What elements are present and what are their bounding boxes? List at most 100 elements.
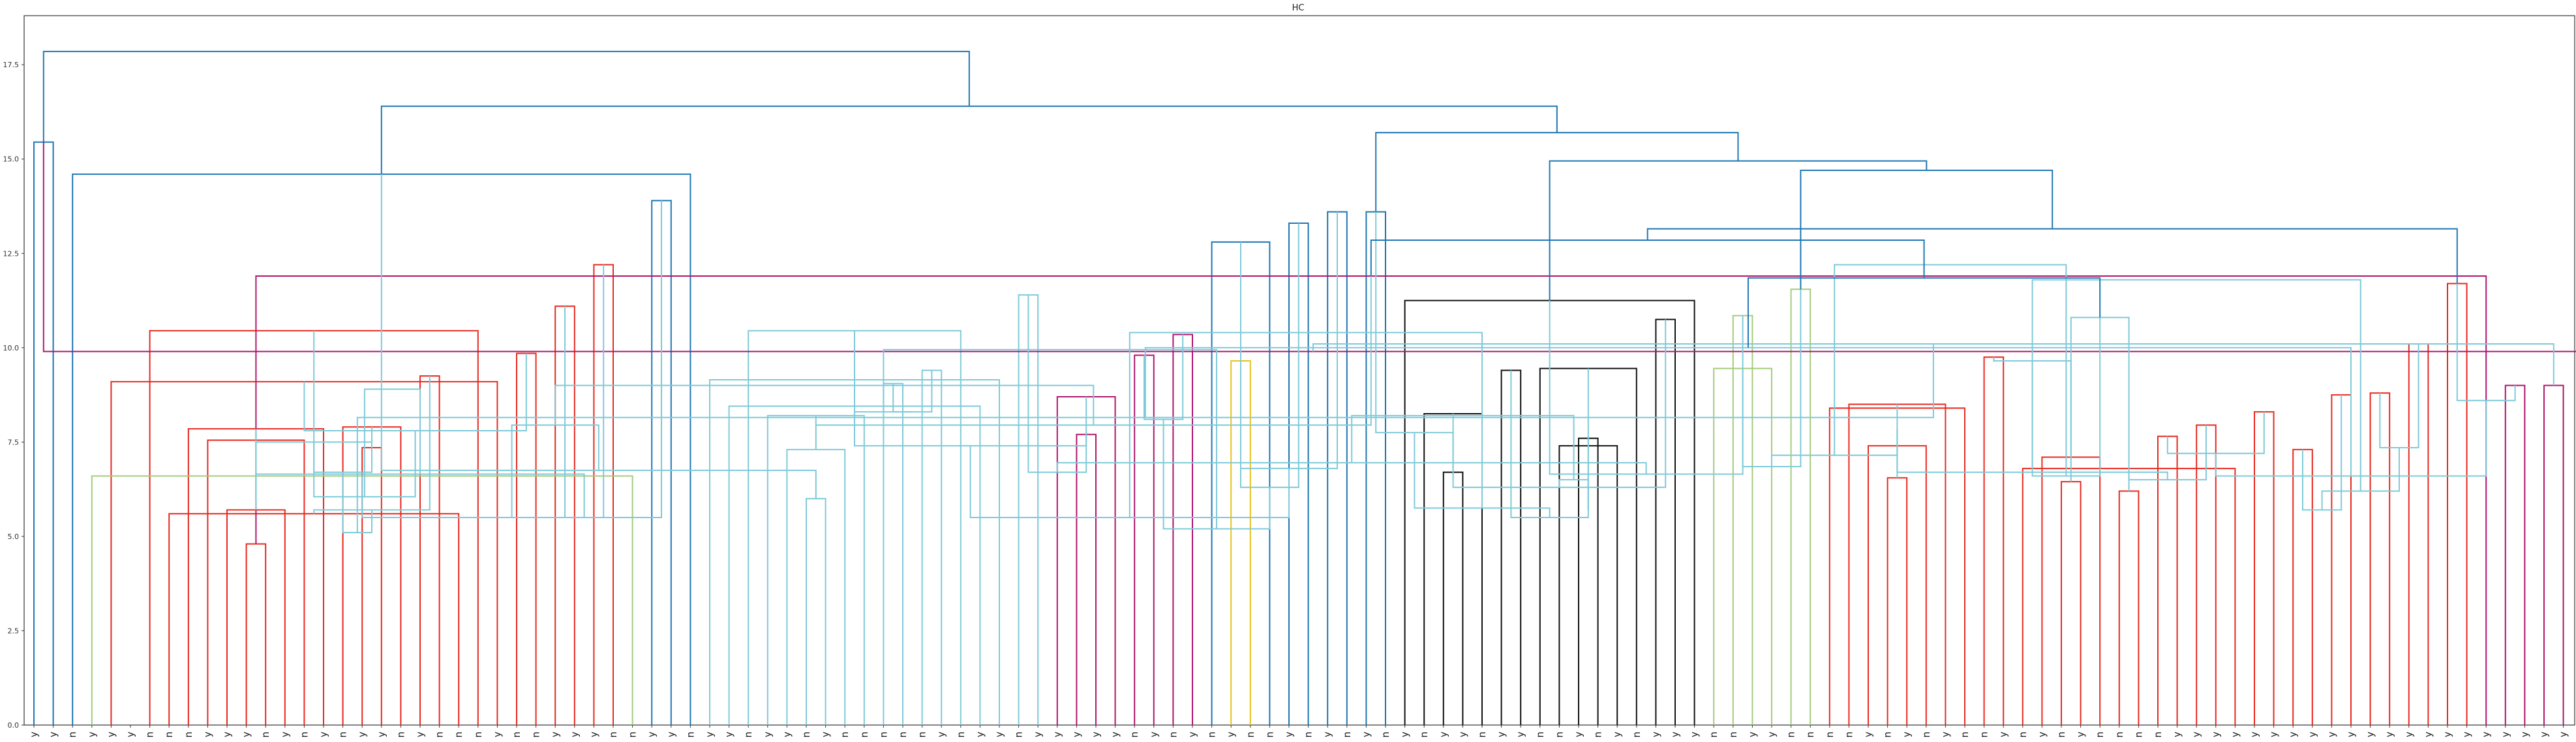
leaf-label: n xyxy=(1785,732,1797,738)
leaf-label: y xyxy=(221,732,233,737)
leaf-label: n xyxy=(839,732,851,738)
leaf-label: y xyxy=(2307,732,2318,737)
dendrogram-link xyxy=(1056,395,1116,725)
y-tick-label: 12.5 xyxy=(3,249,20,258)
leaf-label: y xyxy=(202,732,213,737)
leaf-label: n xyxy=(163,732,175,738)
leaf-label: n xyxy=(2114,732,2125,738)
y-tick-label: 17.5 xyxy=(3,61,20,69)
leaf-label: y xyxy=(318,732,329,737)
leaf-label: y xyxy=(820,732,832,737)
leaf-label: n xyxy=(1380,732,1391,738)
leaf-label: y xyxy=(376,732,387,737)
dendrogram-link xyxy=(1800,170,2053,290)
dendrogram-link xyxy=(2504,384,2526,725)
leaf-label: y xyxy=(1496,732,1508,737)
leaf-label: n xyxy=(1824,732,1836,738)
dendrogram-link xyxy=(380,105,1558,174)
dendrogram-link xyxy=(2302,395,2342,511)
y-tick-label: 0.0 xyxy=(8,721,20,730)
dendrogram-link xyxy=(1896,406,2168,480)
dendrogram-link xyxy=(1848,403,1947,725)
dendrogram-link xyxy=(1732,315,1753,725)
leaf-label: y xyxy=(1360,732,1372,737)
leaf-label: y xyxy=(1997,732,2009,737)
y-axis: 0.0 2.5 5.0 7.5 10.0 12.5 15.0 17.5 xyxy=(3,61,24,730)
dendrogram-link xyxy=(1351,414,1575,480)
leaf-label: n xyxy=(511,732,523,738)
leaf-label: n xyxy=(260,732,271,738)
dendrogram-link xyxy=(969,446,1290,518)
leaf-label: n xyxy=(1264,732,1275,738)
dendrogram-link xyxy=(593,264,614,725)
dendrogram-link xyxy=(815,275,1372,426)
leaf-label: y xyxy=(1090,732,1102,737)
leaf-label: y xyxy=(2345,732,2357,737)
leaf-label: n xyxy=(1978,732,1990,738)
dendrogram-link xyxy=(921,369,943,725)
leaf-label: y xyxy=(1746,732,1758,737)
leaf-label: y xyxy=(2519,732,2530,737)
dendrogram-link xyxy=(2022,467,2236,725)
leaf-label: n xyxy=(2094,732,2106,738)
dendrogram-link xyxy=(854,400,913,413)
leaf-label: y xyxy=(2384,732,2395,737)
leaf-label: y xyxy=(1070,732,1082,737)
leaf-label: y xyxy=(279,732,291,737)
dendrogram-link xyxy=(1558,479,1589,510)
dendrogram-link xyxy=(356,344,1934,533)
leaf-label: y xyxy=(2538,732,2550,737)
leaf-label: y xyxy=(2326,732,2337,737)
y-tick-label: 15.0 xyxy=(3,155,20,164)
dendrogram-link xyxy=(1834,264,2067,476)
leaf-label: n xyxy=(2055,732,2067,738)
dendrogram-link xyxy=(2166,412,2265,454)
dendrogram-link xyxy=(516,352,537,725)
leaf-label: y xyxy=(2075,732,2087,737)
leaf-label: y xyxy=(974,732,986,737)
dendrogram-link xyxy=(303,353,527,432)
leaf-label: y xyxy=(1283,732,1295,737)
leaf-label: n xyxy=(1303,732,1314,738)
dendrogram-link xyxy=(1887,477,1908,725)
leaf-label: y xyxy=(125,732,136,737)
leaf-label: y xyxy=(1322,732,1333,737)
leaf-label: y xyxy=(1438,732,1449,737)
dendrogram-link xyxy=(42,50,970,142)
dendrogram-link xyxy=(2254,411,2275,725)
leaf-label: y xyxy=(1032,732,1044,737)
y-tick-label: 2.5 xyxy=(8,626,20,635)
leaf-label: n xyxy=(434,732,446,738)
leaf-label: y xyxy=(86,732,98,737)
leaf-label: y xyxy=(2365,732,2376,737)
dendrogram-link xyxy=(2456,283,2516,401)
leaf-label: y xyxy=(1399,732,1411,737)
leaf-label: n xyxy=(1592,732,1604,738)
leaf-label: n xyxy=(337,732,349,738)
leaf-label: y xyxy=(2036,732,2048,737)
leaf-label: y xyxy=(2480,732,2492,737)
leaf-label: y xyxy=(1689,732,1701,737)
leaf-label: y xyxy=(665,732,677,737)
leaf-label: y xyxy=(1187,732,1198,737)
leaf-label: y xyxy=(1766,732,1778,737)
dendrogram-link xyxy=(1442,471,1464,725)
leaf-label: n xyxy=(2017,732,2029,738)
leaf-label: y xyxy=(2403,732,2415,737)
leaf-label: n xyxy=(1129,732,1140,738)
leaf-label: y xyxy=(781,732,793,737)
leaf-label: n xyxy=(1341,732,1353,738)
dendrogram-link xyxy=(1056,462,1647,474)
dendrogram-link xyxy=(1375,132,1739,212)
leaf-label: y xyxy=(2442,732,2453,737)
leaf-label: n xyxy=(897,732,909,738)
leaf-label: y xyxy=(1515,732,1526,737)
leaf-label: y xyxy=(1457,732,1468,737)
leaf-label: y xyxy=(2422,732,2434,737)
leaf-label: n xyxy=(530,732,542,738)
leaf-label: y xyxy=(2249,732,2260,737)
dendrogram-link xyxy=(1539,367,1637,725)
chart-title: HC xyxy=(1292,3,1305,13)
leaf-label: n xyxy=(67,732,78,738)
